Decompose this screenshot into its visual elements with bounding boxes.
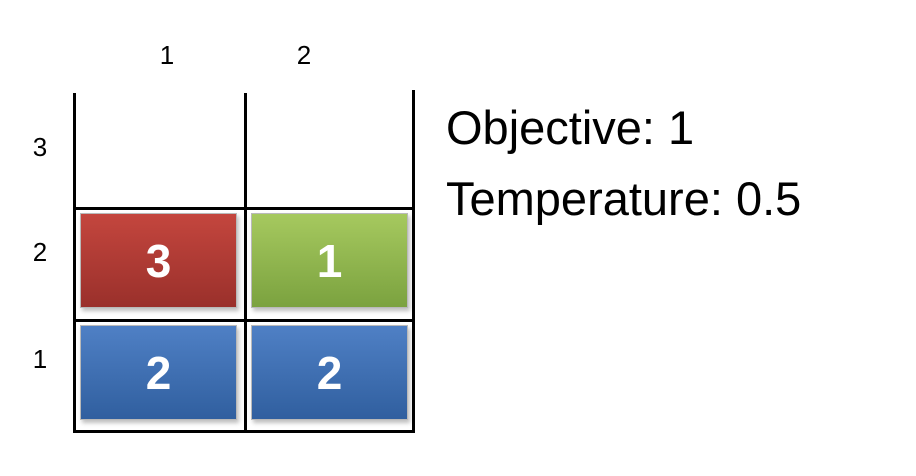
block-row2-col1: 3 (80, 213, 237, 308)
grid-middle-line (244, 93, 247, 433)
column-label-1: 1 (159, 40, 175, 70)
block-row1-col2: 2 (251, 325, 408, 420)
grid-row-line-lower (73, 319, 415, 322)
row-label-1: 1 (32, 344, 48, 374)
row-label-2: 2 (32, 237, 48, 267)
grid-left-line (73, 93, 76, 433)
grid-row-line-upper (73, 207, 415, 210)
grid-right-line (412, 90, 415, 433)
row-label-3: 3 (32, 132, 48, 162)
grid-bottom-line (73, 430, 415, 433)
block-row1-col1: 2 (80, 325, 237, 420)
block-row2-col2: 1 (251, 213, 408, 308)
column-label-2: 2 (296, 40, 312, 70)
objective-text: Objective: 1 (446, 101, 695, 154)
temperature-text: Temperature: 0.5 (446, 172, 802, 225)
